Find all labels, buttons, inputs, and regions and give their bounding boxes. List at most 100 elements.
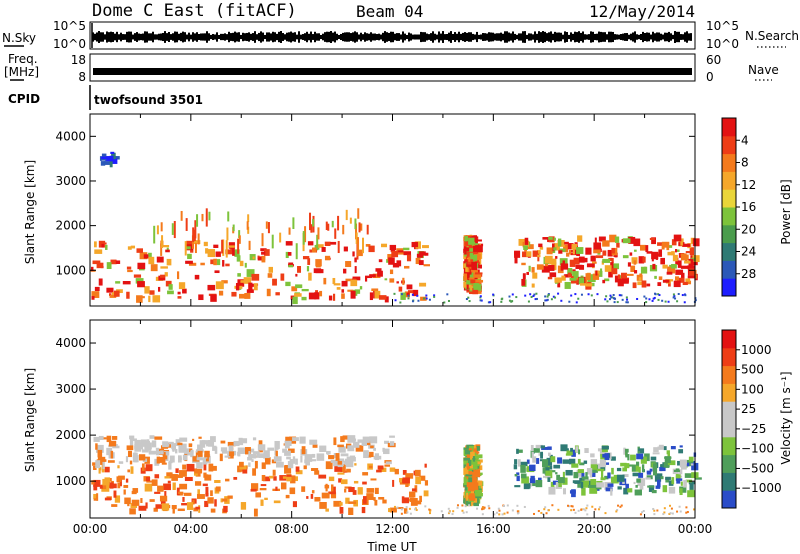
echo-cell: [584, 278, 588, 284]
echo-cell: [631, 464, 636, 472]
nsky-sample: [562, 34, 564, 40]
echo-cell: [194, 481, 202, 486]
echo-cell: [275, 292, 280, 296]
echo-cell: [90, 266, 94, 272]
echo-cell: [658, 444, 664, 450]
echo-cell: [142, 449, 149, 453]
echo-cell: [560, 263, 569, 270]
echo-cell: [333, 453, 337, 459]
station-title: Dome C East (fitACF): [92, 1, 297, 21]
echo-cell: [117, 482, 121, 489]
echo-cell: [339, 502, 343, 506]
colorbar-tick-label: −1000: [741, 481, 782, 495]
echo-cell: [622, 255, 629, 259]
nsky-sample: [436, 34, 438, 40]
nsky-sample: [418, 34, 420, 40]
echo-cell: [349, 217, 352, 224]
echo-cell: [514, 459, 518, 465]
echo-cell: [156, 456, 161, 464]
echo-cell: [682, 243, 691, 247]
echo-cell: [267, 447, 275, 451]
colorbar-swatch: [722, 490, 736, 509]
echo-cell: [569, 490, 576, 494]
echo-cell: [151, 479, 158, 486]
echo-cell: [205, 486, 209, 495]
echo-speck: [415, 509, 418, 512]
echo-cell: [232, 224, 235, 232]
echo-cell: [389, 435, 395, 438]
nsky-sample: [440, 33, 442, 41]
echo-cell: [422, 245, 429, 249]
echo-cell: [529, 464, 536, 472]
echo-cell: [668, 281, 671, 287]
nsky-sample: [512, 31, 514, 43]
echo-speck: [540, 511, 543, 514]
echo-cell: [183, 452, 192, 456]
echo-cell: [378, 259, 383, 263]
colorbar-swatch: [722, 207, 736, 226]
echo-cell: [627, 454, 630, 461]
echo-cell: [231, 291, 237, 297]
echo-cell: [625, 483, 629, 489]
echo-speck: [641, 511, 644, 514]
echo-cell: [658, 276, 663, 281]
nsky-sample: [168, 31, 170, 43]
echo-cell: [679, 486, 687, 493]
echo-cell: [337, 215, 340, 231]
nsky-sample: [656, 32, 658, 42]
echo-cell: [654, 473, 663, 477]
cpid-value: twofsound 3501: [94, 93, 203, 107]
echo-cell: [581, 487, 586, 496]
echo-speck: [551, 504, 554, 507]
nsky-sample: [150, 33, 152, 41]
echo-cell: [100, 161, 106, 166]
echo-cell: [357, 208, 360, 219]
echo-cell: [597, 252, 601, 255]
echo-speck: [560, 299, 563, 302]
echo-cell: [347, 445, 355, 452]
echo-cell: [160, 274, 165, 278]
echo-cell: [405, 481, 409, 488]
nsky-sample: [480, 34, 482, 40]
echo-cell: [244, 447, 251, 455]
echo-cell: [572, 271, 579, 279]
echo-cell: [607, 249, 613, 257]
echo-cell: [409, 497, 414, 502]
echo-cell: [285, 436, 292, 443]
echo-cell: [646, 475, 653, 480]
echo-cell: [123, 484, 129, 488]
echo-cell: [624, 448, 629, 453]
echo-cell: [389, 507, 397, 513]
nsky-sample: [478, 34, 480, 40]
echo-cell: [326, 450, 331, 455]
echo-cell: [134, 443, 142, 452]
echo-cell: [325, 221, 328, 231]
echo-cell: [347, 289, 354, 292]
echo-cell: [668, 245, 673, 248]
colorbar-swatch: [722, 347, 736, 367]
echo-cell: [676, 249, 680, 252]
echo-speck: [676, 300, 679, 303]
colorbar-swatch: [722, 153, 736, 172]
echo-cell: [415, 241, 421, 249]
echo-cell: [345, 209, 348, 221]
echo-cell: [139, 252, 148, 260]
echo-cell: [578, 449, 581, 455]
echo-cell: [552, 480, 559, 485]
nsky-sample: [284, 34, 286, 40]
echo-speck: [448, 510, 451, 513]
echo-cell: [179, 437, 188, 442]
echo-cell: [239, 461, 244, 468]
echo-cell: [244, 262, 247, 268]
echo-speck: [497, 507, 500, 510]
nsky-sample: [126, 31, 128, 43]
echo-cell: [131, 499, 140, 506]
echo-speck: [590, 294, 593, 297]
echo-cell: [592, 469, 596, 477]
echo-cell: [157, 286, 161, 292]
echo-speck: [598, 506, 601, 509]
echo-cell: [406, 284, 413, 290]
echo-speck: [656, 509, 659, 512]
echo-cell: [369, 451, 374, 458]
freq-label: Freq.: [8, 52, 38, 66]
